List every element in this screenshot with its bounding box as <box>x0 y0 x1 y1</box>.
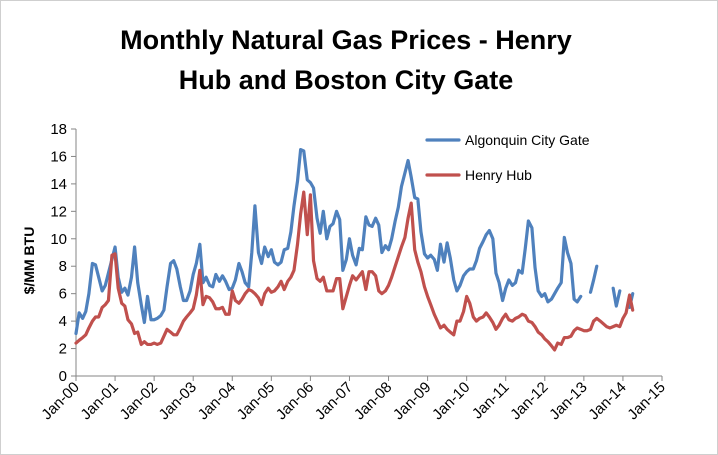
x-tick-label: Jan-07 <box>312 379 356 423</box>
y-tick-label: 2 <box>59 341 67 358</box>
x-tick-label: Jan-10 <box>429 379 473 423</box>
y-tick-label: 14 <box>50 176 67 193</box>
y-axis-title: $/MM BTU <box>21 227 37 295</box>
y-tick-label: 4 <box>59 313 67 330</box>
legend-item: Algonquin City Gate <box>425 132 590 148</box>
y-tick-label: 8 <box>59 258 67 275</box>
legend-label: Henry Hub <box>465 167 532 183</box>
x-tick-label: Jan-09 <box>390 379 434 423</box>
y-tick-label: 0 <box>59 368 67 385</box>
chart-title: Monthly Natural Gas Prices - Henry Hub an… <box>120 25 572 95</box>
legend: Algonquin City Gate Henry Hub <box>425 132 590 183</box>
legend-item: Henry Hub <box>425 167 532 183</box>
x-tick-label: Jan-02 <box>117 379 161 423</box>
x-tick-label: Jan-14 <box>585 379 629 423</box>
x-tick-label: Jan-15 <box>624 379 668 423</box>
y-tick-label: 16 <box>50 148 67 165</box>
x-tick-label: Jan-00 <box>38 379 82 423</box>
x-tick-label: Jan-04 <box>195 379 239 423</box>
y-tick-label: 12 <box>50 203 67 220</box>
x-tick-label: Jan-12 <box>507 379 551 423</box>
y-tick-label: 10 <box>50 231 67 248</box>
x-tick-labels: Jan-00Jan-01Jan-02Jan-03Jan-04Jan-05Jan-… <box>38 379 668 423</box>
series-line-segment <box>74 147 583 336</box>
y-tick-label: 18 <box>50 121 67 138</box>
series-line-segment <box>588 264 599 294</box>
series-lines <box>74 147 635 352</box>
x-tick-label: Jan-08 <box>351 379 395 423</box>
series-algonquin-city-gate <box>74 147 635 336</box>
x-tick-label: Jan-11 <box>469 379 513 423</box>
x-tick-label: Jan-01 <box>77 379 121 423</box>
y-tick-labels: 0 2 4 6 8 10 12 14 16 18 <box>50 121 67 385</box>
y-tick-label: 6 <box>59 286 67 303</box>
x-tick-label: Jan-05 <box>234 379 278 423</box>
series-henry-hub <box>74 190 635 352</box>
x-tick-label: Jan-06 <box>273 379 317 423</box>
legend-label: Algonquin City Gate <box>465 132 590 148</box>
x-tick-label: Jan-13 <box>546 379 590 423</box>
chart-title-line-2: Hub and Boston City Gate <box>179 65 514 95</box>
x-tick-label: Jan-03 <box>156 379 200 423</box>
series-line-segment <box>611 286 622 308</box>
series-line-segment <box>74 190 635 352</box>
chart-title-line-1: Monthly Natural Gas Prices - Henry <box>120 25 572 55</box>
y-axis-title-group: $/MM BTU <box>21 227 37 295</box>
